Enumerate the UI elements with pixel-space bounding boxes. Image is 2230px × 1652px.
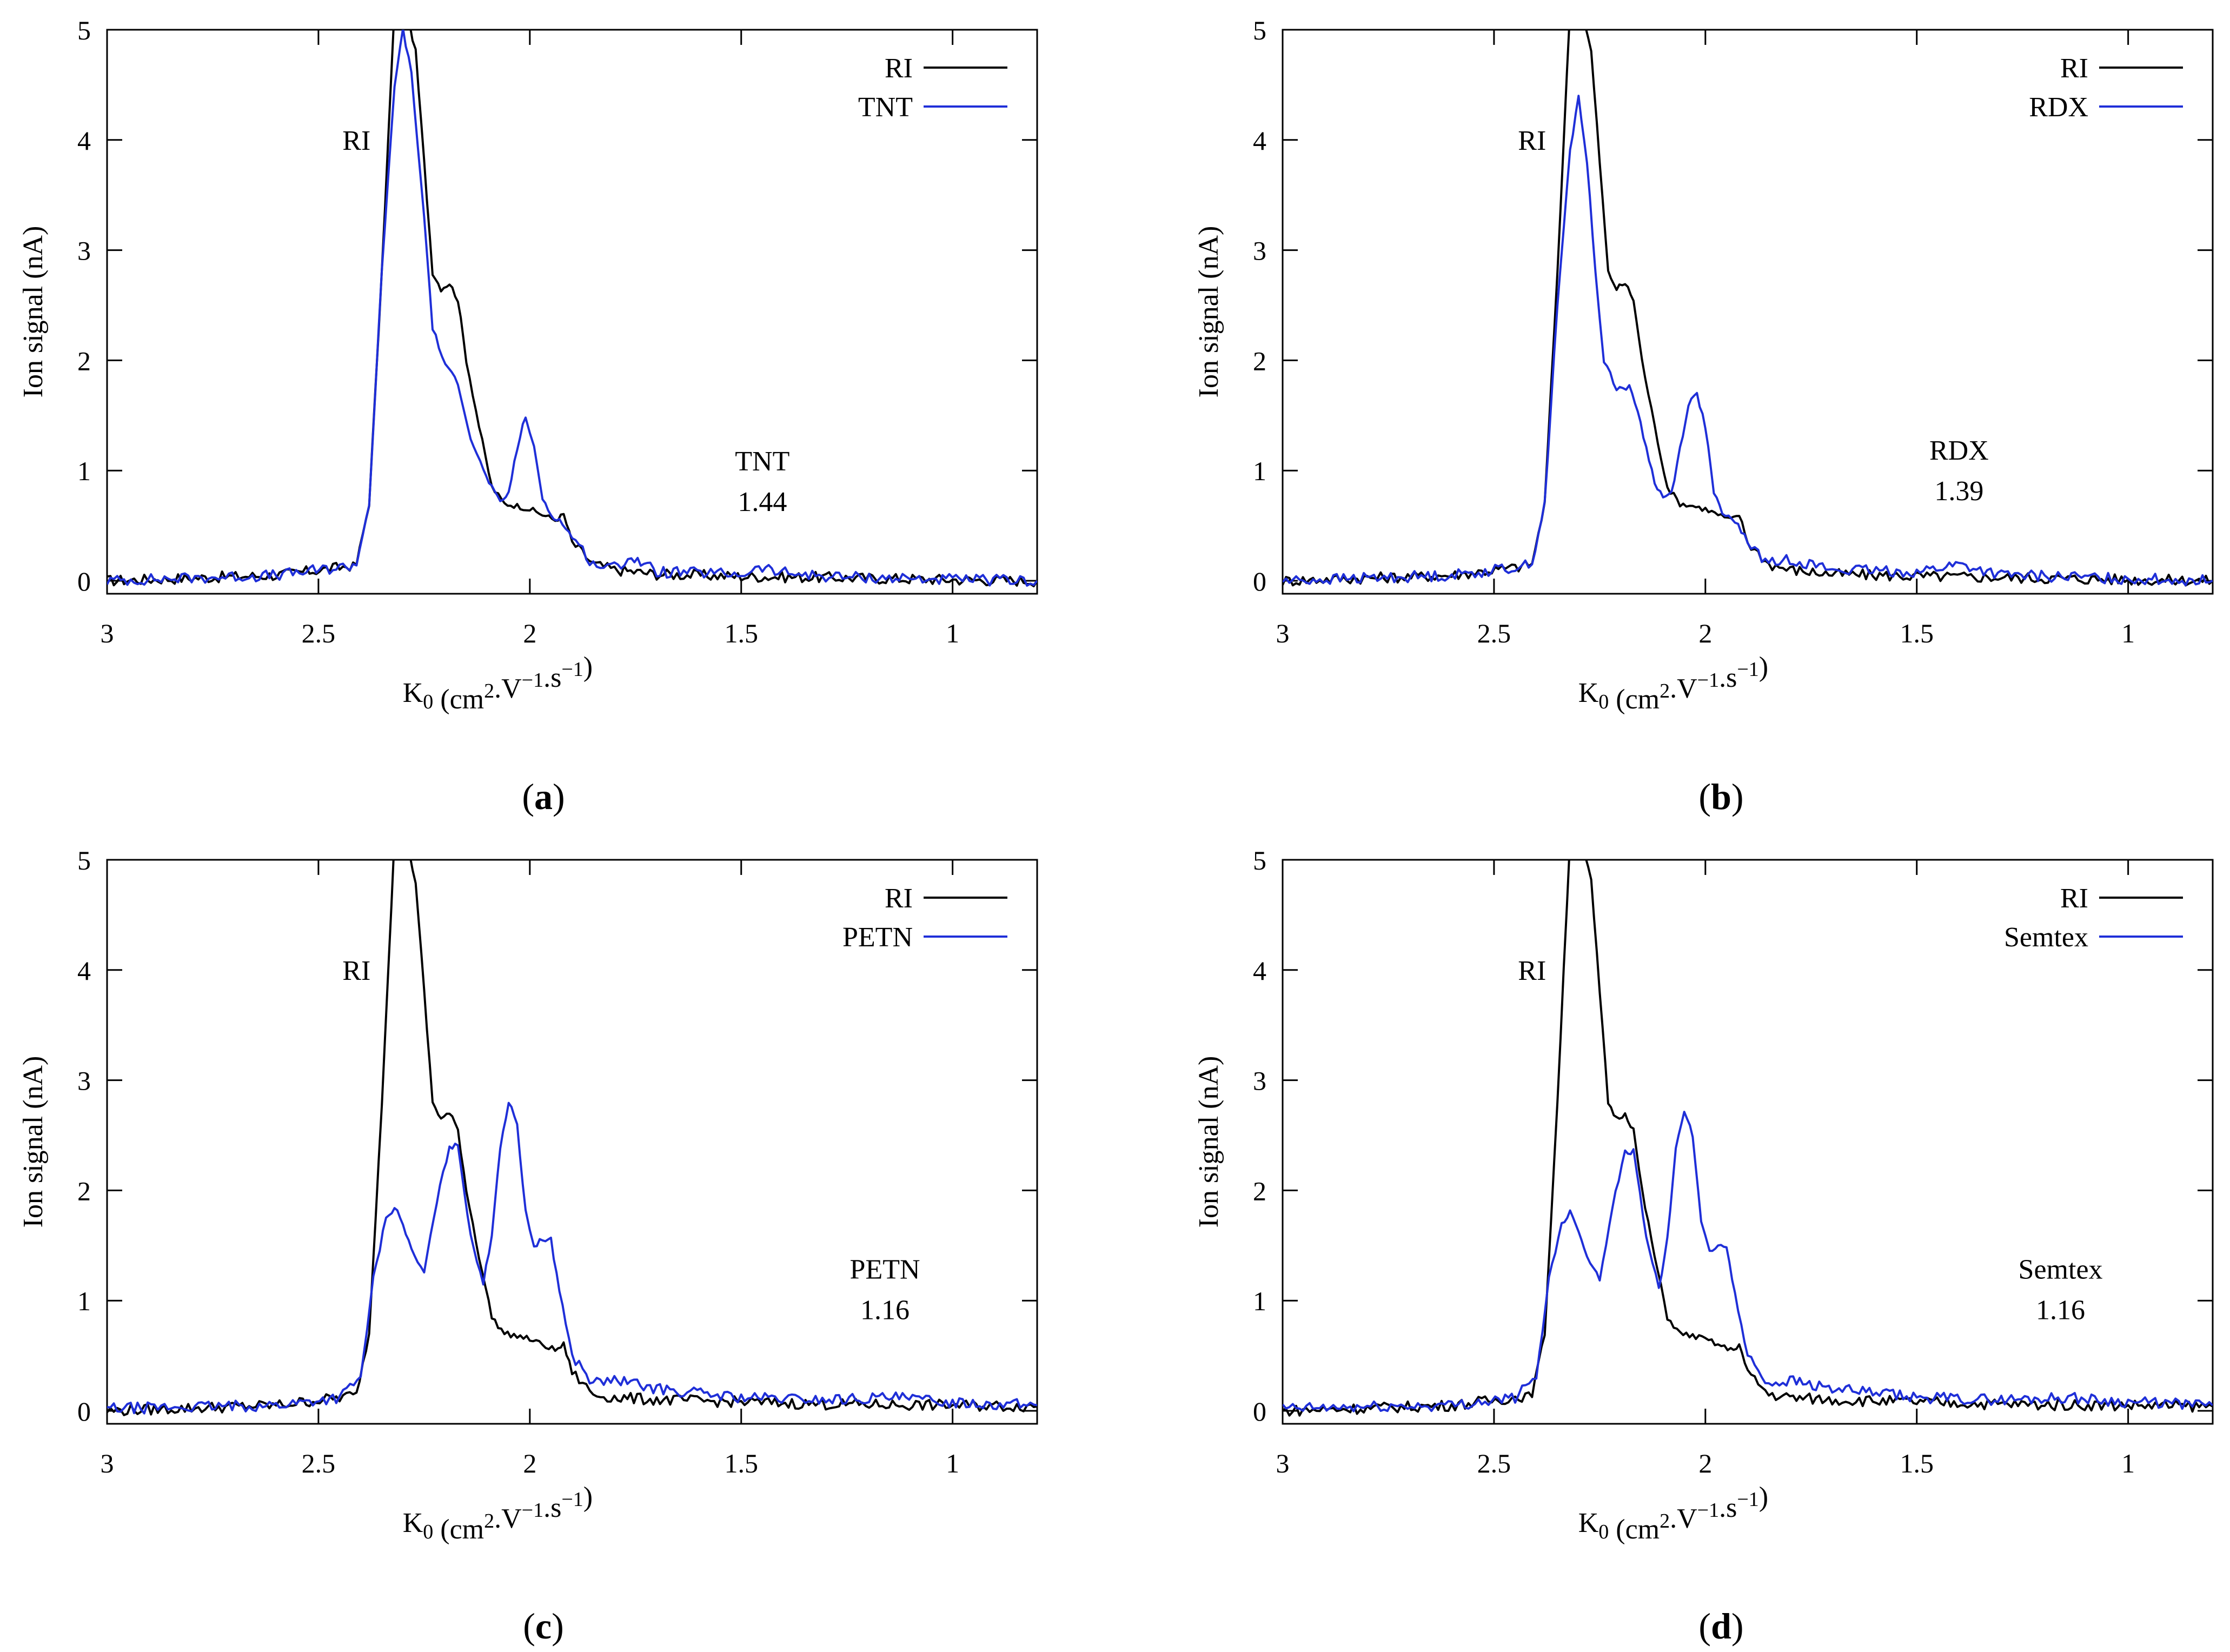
x-tick-label: 1.5	[724, 618, 758, 648]
legend-label: RI	[2060, 53, 2088, 84]
peak-label-ri: RI	[342, 956, 370, 986]
y-tick-label: 2	[1253, 346, 1266, 376]
x-tick-label: 2	[523, 618, 536, 648]
y-tick-label: 0	[77, 566, 91, 596]
x-tick-label: 2.5	[1477, 618, 1511, 648]
y-tick-label: 2	[1253, 1176, 1266, 1206]
y-tick-label: 4	[77, 125, 91, 156]
y-tick-label: 1	[1253, 1286, 1266, 1316]
annotation-value: 1.44	[738, 487, 787, 518]
panel-label-a: (a)	[522, 776, 565, 817]
y-axis-label: Ion signal (nA)	[1193, 1056, 1224, 1228]
y-tick-label: 2	[77, 1176, 91, 1206]
y-tick-label: 5	[77, 845, 91, 875]
y-tick-label: 0	[1253, 1396, 1266, 1427]
panel-label-c: (c)	[523, 1605, 564, 1647]
y-axis-label: Ion signal (nA)	[18, 1056, 49, 1228]
y-tick-label: 1	[1253, 456, 1266, 486]
x-tick-label: 1.5	[1900, 1448, 1934, 1478]
plot-frame	[106, 859, 1038, 1425]
series-line-tnt	[107, 30, 1037, 587]
legend-label: Semtex	[2004, 922, 2088, 953]
y-tick-label: 2	[77, 346, 91, 376]
x-tick-label: 1.5	[724, 1448, 758, 1478]
x-tick-label: 1	[2121, 1448, 2135, 1478]
series-line-ri	[107, 30, 1037, 588]
x-tick-label: 1	[946, 618, 959, 648]
x-axis-label: K0 (cm2.V−1.s−1)	[403, 1482, 593, 1545]
y-tick-label: 0	[1253, 566, 1266, 596]
plot-frame	[1282, 29, 2214, 595]
y-tick-label: 3	[77, 1066, 91, 1096]
legend-label: TNT	[858, 92, 913, 123]
x-tick-label: 3	[101, 1448, 114, 1478]
legend-label: RI	[2060, 883, 2088, 914]
chart-panel-a: 0 1 2 3 4 5 3 2.5 2 1.5 1 Ion signal (nA) K0 (cm2.V−…	[18, 15, 1038, 817]
annotation-name: TNT	[735, 446, 789, 477]
y-tick-label: 5	[1253, 15, 1266, 45]
chart-panel-b: 0 1 2 3 4 5 3 2.5 2 1.5 1 Ion signal (nA) K0 (cm2.V−…	[1193, 15, 2214, 817]
x-tick-label: 3	[101, 618, 114, 648]
annotation-value: 1.16	[860, 1295, 910, 1325]
legend-label: PETN	[842, 922, 913, 953]
peak-label-ri: RI	[342, 125, 370, 156]
series-line-petn	[107, 1102, 1037, 1415]
y-tick-label: 4	[1253, 125, 1266, 156]
x-axis-label: K0 (cm2.V−1.s−1)	[403, 652, 593, 715]
annotation-value: 1.39	[1934, 476, 1983, 507]
x-axis-label: K0 (cm2.V−1.s−1)	[1578, 1482, 1768, 1545]
legend-label: RI	[885, 883, 913, 914]
panel-label-b: (b)	[1698, 776, 1743, 817]
plot-frame	[106, 29, 1038, 595]
x-tick-label: 3	[1276, 618, 1290, 648]
peak-label-ri: RI	[1518, 125, 1546, 156]
annotation-name: PETN	[850, 1254, 920, 1285]
peak-label-ri: RI	[1518, 956, 1546, 986]
series-line-ri	[1283, 30, 2213, 587]
x-tick-label: 2	[1698, 1448, 1712, 1478]
y-tick-label: 1	[77, 1286, 91, 1316]
chart-panel-c: 0 1 2 3 4 5 3 2.5 2 1.5 1 Ion signal (nA) K0 (cm2.V−…	[18, 845, 1038, 1647]
y-tick-label: 3	[1253, 236, 1266, 266]
x-tick-label: 3	[1276, 1448, 1290, 1478]
panel-label-d: (d)	[1698, 1605, 1743, 1647]
y-tick-label: 0	[77, 1396, 91, 1427]
series-line-rdx	[1283, 95, 2213, 587]
x-tick-label: 2.5	[302, 1448, 336, 1478]
series-line-ri	[1283, 860, 2213, 1417]
x-tick-label: 1	[946, 1448, 959, 1478]
y-axis-label: Ion signal (nA)	[18, 226, 49, 398]
y-tick-label: 3	[77, 236, 91, 266]
y-tick-label: 1	[77, 456, 91, 486]
legend-label: RDX	[2029, 92, 2088, 123]
legend-label: RI	[885, 53, 913, 84]
chart-panel-d: 0 1 2 3 4 5 3 2.5 2 1.5 1 Ion signal (nA) K0 (cm2.V−…	[1193, 845, 2214, 1647]
x-tick-label: 2	[1698, 618, 1712, 648]
plot-frame	[1282, 859, 2214, 1425]
series-line-ri	[107, 860, 1037, 1416]
y-tick-label: 3	[1253, 1066, 1266, 1096]
x-tick-label: 2.5	[1477, 1448, 1511, 1478]
x-axis-label: K0 (cm2.V−1.s−1)	[1578, 652, 1768, 715]
annotation-value: 1.16	[2036, 1295, 2085, 1325]
x-tick-label: 2	[523, 1448, 536, 1478]
y-tick-label: 5	[77, 15, 91, 45]
y-tick-label: 4	[77, 956, 91, 986]
y-axis-label: Ion signal (nA)	[1193, 226, 1224, 398]
x-tick-label: 1.5	[1900, 618, 1934, 648]
annotation-name: Semtex	[2019, 1254, 2103, 1285]
y-tick-label: 5	[1253, 845, 1266, 875]
series-line-semtex	[1283, 1111, 2213, 1412]
x-tick-label: 1	[2121, 618, 2135, 648]
annotation-name: RDX	[1929, 435, 1989, 466]
x-tick-label: 2.5	[302, 618, 336, 648]
y-tick-label: 4	[1253, 956, 1266, 986]
